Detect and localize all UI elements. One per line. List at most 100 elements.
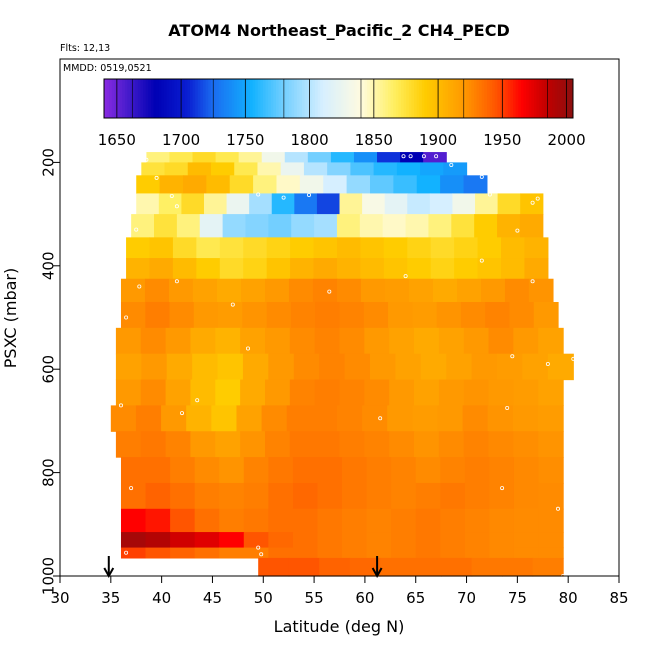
heatmap-cell <box>120 547 147 559</box>
heatmap-cell <box>110 405 137 432</box>
heatmap-cells <box>110 152 574 577</box>
heatmap-cell <box>289 327 316 355</box>
heatmap-cell <box>292 532 319 549</box>
heatmap-cell <box>456 278 482 303</box>
colorbar-segment <box>453 79 457 118</box>
colorbar-segment <box>252 79 256 118</box>
colorbar-segment <box>283 79 287 118</box>
heatmap-cell <box>441 557 473 577</box>
heatmap-cell <box>240 431 266 458</box>
heatmap-cell <box>363 301 389 329</box>
heatmap-cell <box>336 237 361 259</box>
heatmap-cell <box>186 405 212 432</box>
heatmap-cell <box>115 353 142 381</box>
heatmap-cell <box>215 327 241 355</box>
y-axis: 200 400 600 800 1000 <box>40 148 60 595</box>
heatmap-cell <box>393 175 418 195</box>
colorbar-segment <box>111 79 115 118</box>
heatmap-cell <box>360 258 385 280</box>
heatmap-cell <box>488 379 515 406</box>
heatmap-cell <box>258 557 290 577</box>
heatmap-cell <box>268 457 294 484</box>
y-tick-label: 1000 <box>40 557 58 595</box>
heatmap-cell <box>471 353 498 381</box>
heatmap-cell <box>218 301 243 329</box>
colorbar-segment <box>440 79 444 118</box>
heatmap-cell <box>120 532 147 549</box>
heatmap-cell <box>391 508 417 533</box>
heatmap-cell <box>388 301 413 329</box>
heatmap-cell <box>452 193 476 215</box>
heatmap-cell <box>292 508 319 533</box>
heatmap-cell <box>140 379 167 406</box>
heatmap-cell <box>339 301 365 329</box>
colorbar-segment <box>229 79 233 118</box>
heatmap-cell <box>194 508 220 533</box>
heatmap-cell <box>407 258 432 280</box>
heatmap-cell <box>284 152 309 163</box>
heatmap-cell <box>243 547 269 559</box>
heatmap-cell <box>327 162 351 176</box>
heatmap-cell <box>313 258 338 280</box>
heatmap-cell <box>206 175 231 195</box>
heatmap-cell <box>336 405 363 432</box>
heatmap-cell <box>440 508 466 533</box>
colorbar-segment <box>341 79 345 118</box>
colorbar-segment <box>244 79 248 118</box>
heatmap-cell <box>362 193 386 215</box>
heatmap-cell <box>159 175 184 195</box>
colorbar-segment <box>153 79 157 118</box>
heatmap-cell <box>136 193 160 215</box>
heatmap-cell <box>342 508 368 533</box>
colorbar-segment <box>380 79 384 118</box>
heatmap-cell <box>240 379 266 406</box>
colorbar-segment <box>226 79 230 118</box>
colorbar-segment <box>163 79 168 118</box>
colorbar-segment <box>200 79 204 118</box>
heatmap-cell <box>420 353 447 381</box>
colorbar-segment <box>369 79 373 118</box>
heatmap-cell <box>414 327 440 355</box>
colorbar-segment <box>286 79 290 118</box>
heatmap-cell <box>140 431 167 458</box>
heatmap-cell <box>538 431 564 458</box>
heatmap-cell <box>389 327 415 355</box>
colorbar-tick-label: 1950 <box>483 131 521 149</box>
heatmap-cell <box>489 547 515 559</box>
colorbar-segment <box>351 79 355 118</box>
sample-point <box>174 279 179 284</box>
sample-point <box>230 302 235 307</box>
chart-title: ATOM4 Northeast_Pacific_2 CH4_PECD <box>168 21 509 40</box>
heatmap-cell <box>538 327 564 355</box>
sample-point <box>144 157 149 162</box>
colorbar-segment <box>322 79 326 118</box>
colorbar-segment <box>247 79 251 118</box>
heatmap-cell <box>158 193 182 215</box>
colorbar-segment <box>270 79 274 118</box>
heatmap-cell <box>446 353 473 381</box>
colorbar-tick-label: 1750 <box>226 131 264 149</box>
colorbar-frame <box>103 78 574 119</box>
heatmap-cell <box>165 379 192 406</box>
heatmap-cell <box>410 557 442 577</box>
heatmap-cell <box>149 237 174 259</box>
heatmap-cell <box>454 237 479 259</box>
heatmap-cell <box>136 175 161 195</box>
heatmap-cell <box>519 214 544 238</box>
colorbar-segment <box>288 79 293 118</box>
heatmap-cell <box>215 431 241 458</box>
heatmap-cell <box>383 237 408 259</box>
heatmap-cell <box>261 152 286 163</box>
heatmap-cell <box>257 162 282 176</box>
sample-point <box>259 552 264 557</box>
heatmap-cell <box>538 482 564 510</box>
colorbar-tick-label: 1650 <box>98 131 136 149</box>
heatmap-cell <box>290 237 315 259</box>
heatmap-cell <box>317 508 343 533</box>
heatmap-cell <box>382 214 407 238</box>
heatmap-cell <box>460 301 486 329</box>
colorbar-segment <box>520 79 524 118</box>
heatmap-cell <box>264 278 290 303</box>
heatmap-cell <box>462 405 489 432</box>
heatmap-cell <box>236 405 263 432</box>
